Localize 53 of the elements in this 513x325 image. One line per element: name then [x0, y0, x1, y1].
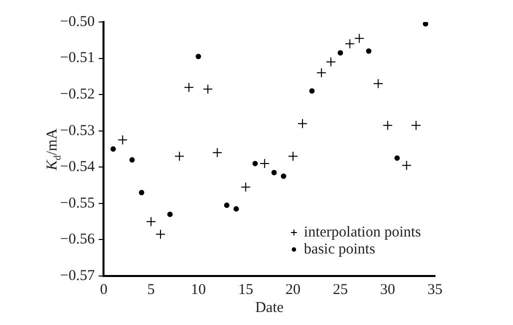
- y-tick-label: −0.52: [60, 86, 95, 103]
- point: [382, 120, 393, 130]
- point: [326, 56, 336, 67]
- point: [366, 48, 372, 54]
- point: [297, 118, 308, 129]
- y-tick-label: −0.50: [60, 14, 95, 30]
- point: [344, 38, 355, 49]
- x-axis-title: Date: [255, 300, 284, 316]
- point: [212, 148, 222, 158]
- point: [138, 190, 144, 196]
- x-tick-label: 25: [332, 282, 348, 298]
- point: [271, 170, 277, 176]
- point: [252, 160, 258, 166]
- point: [129, 157, 135, 163]
- y-tick-label: −0.51: [60, 50, 95, 66]
- x-tick-label: 20: [286, 282, 301, 298]
- point: [234, 206, 239, 212]
- point: [196, 54, 202, 60]
- point: [174, 151, 184, 162]
- point: [316, 68, 326, 78]
- y-tick-label: −0.53: [60, 122, 95, 139]
- y-tick-label: −0.57: [60, 268, 96, 284]
- y-tick-label: −0.56: [60, 232, 96, 248]
- x-tick-label: 15: [238, 282, 254, 298]
- y-tick-label: −0.54: [60, 159, 96, 176]
- point: [394, 155, 400, 161]
- point: [156, 229, 166, 240]
- point: [411, 120, 422, 130]
- point: [110, 146, 116, 152]
- point: [422, 22, 428, 27]
- point: [288, 151, 298, 162]
- point: [184, 82, 194, 92]
- legend-label: interpolation points: [304, 224, 422, 240]
- point: [260, 158, 270, 169]
- point: [373, 78, 384, 89]
- x-tick-label: 35: [428, 282, 442, 298]
- x-tick-label: 5: [147, 282, 155, 298]
- y-tick-label: −0.55: [60, 195, 95, 212]
- x-tick-label: 10: [190, 282, 206, 298]
- point: [309, 88, 315, 94]
- legend-label: basic points: [304, 241, 376, 258]
- point: [338, 50, 344, 56]
- point: [202, 84, 213, 94]
- point: [402, 160, 412, 170]
- point: [118, 134, 128, 145]
- point: [167, 212, 173, 218]
- x-tick-label: 0: [100, 282, 108, 298]
- point: [280, 174, 286, 179]
- point: [146, 216, 156, 227]
- point: [224, 202, 230, 208]
- point: [240, 182, 251, 192]
- point: [354, 33, 364, 44]
- x-tick-label: 30: [380, 282, 396, 298]
